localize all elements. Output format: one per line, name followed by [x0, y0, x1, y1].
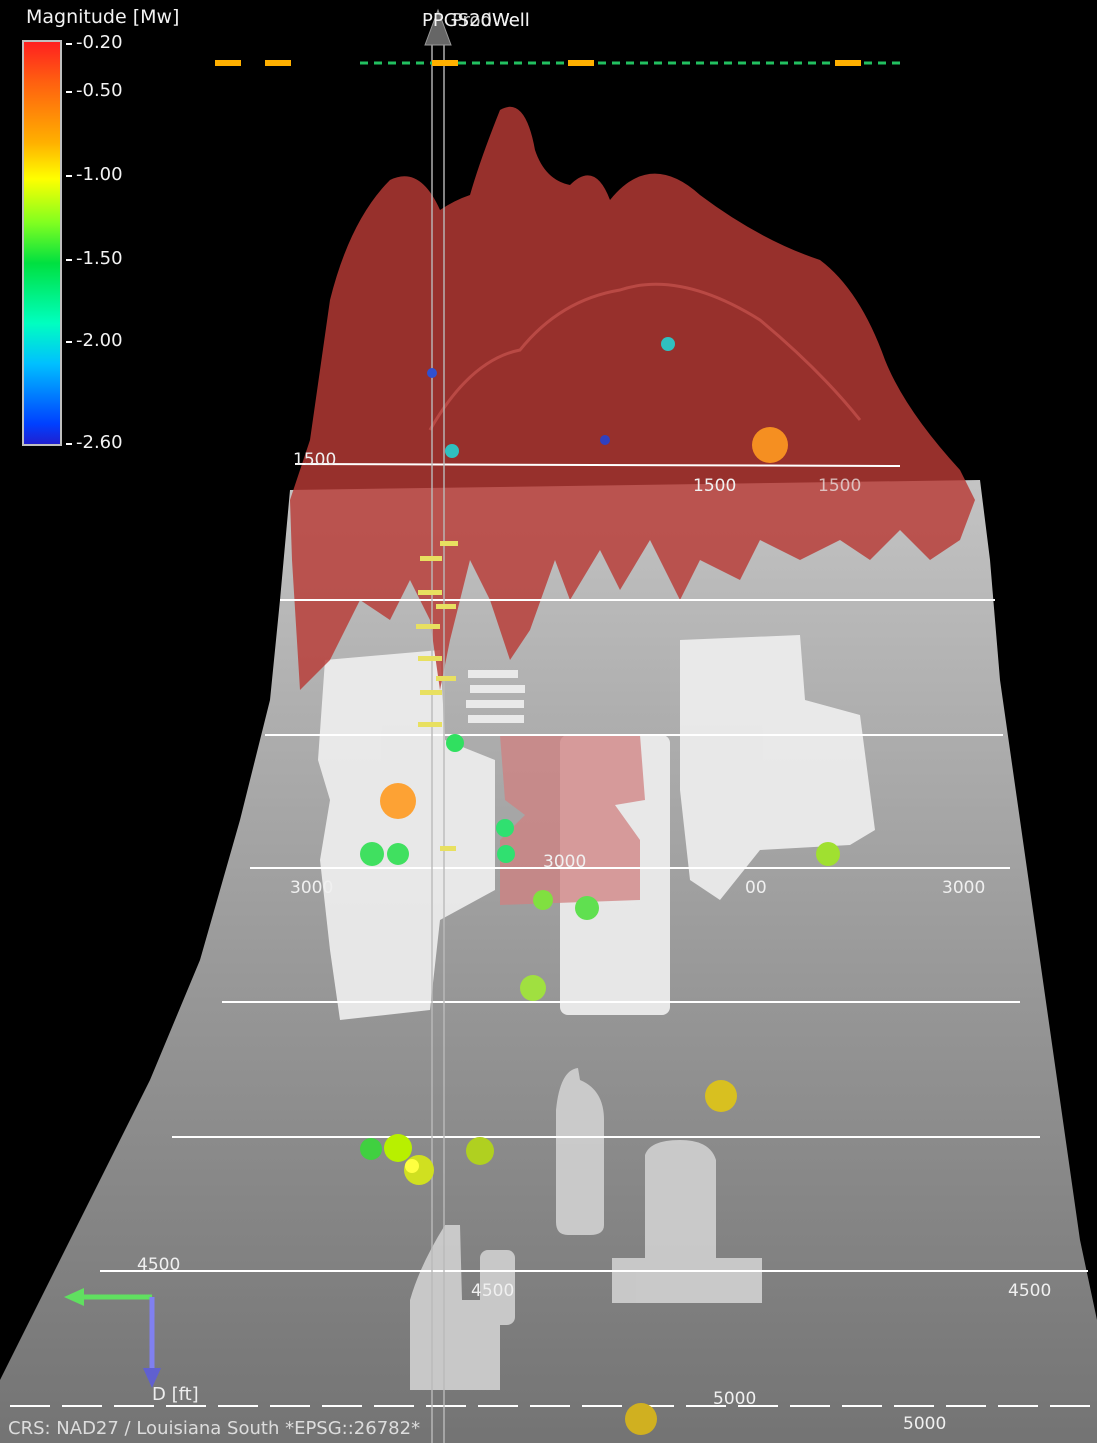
depth-label: 1500: [693, 476, 737, 496]
depth-label: 00: [745, 878, 767, 898]
depth-label: 3000: [543, 852, 587, 872]
depth-label: 1500: [818, 476, 862, 496]
depth-label: 5000: [903, 1414, 947, 1434]
legend-tick: -2.60: [66, 432, 123, 453]
perforation-markers: [416, 541, 458, 851]
orientation-axes: [64, 1288, 161, 1388]
crs-status: CRS: NAD27 / Louisiana South *EPSG::2678…: [8, 1418, 421, 1439]
depth-label: 1500: [293, 450, 337, 470]
salt-surface: [0, 480, 1097, 1443]
legend-tick: -0.50: [66, 80, 123, 101]
lateral-well: [215, 60, 900, 66]
legend-title: Magnitude [Mw]: [26, 6, 180, 28]
legend-tick: -2.00: [66, 330, 123, 351]
well-label-b: ProdWell: [452, 10, 530, 31]
wellbore: [424, 8, 452, 1443]
stimulated-volume: [290, 106, 975, 691]
microseismic-events[interactable]: [360, 337, 840, 1435]
depth-lines: [10, 463, 1097, 1407]
legend-tick: -1.50: [66, 248, 123, 269]
well-label-a: PPGS20Well: [422, 10, 530, 31]
legend-tick: -0.20: [66, 32, 123, 53]
magnitude-color-bar: [22, 40, 62, 446]
legend-tick: -1.00: [66, 164, 123, 185]
depth-label: 3000: [942, 878, 986, 898]
depth-label: 4500: [137, 1255, 181, 1275]
depth-axis-label: D [ft]: [152, 1384, 199, 1405]
depth-label: 4500: [1008, 1281, 1052, 1301]
depth-label: 4500: [471, 1281, 515, 1301]
depth-label: 5000: [713, 1389, 757, 1409]
pink-volume: [500, 735, 645, 905]
depth-label: 3000: [290, 878, 334, 898]
